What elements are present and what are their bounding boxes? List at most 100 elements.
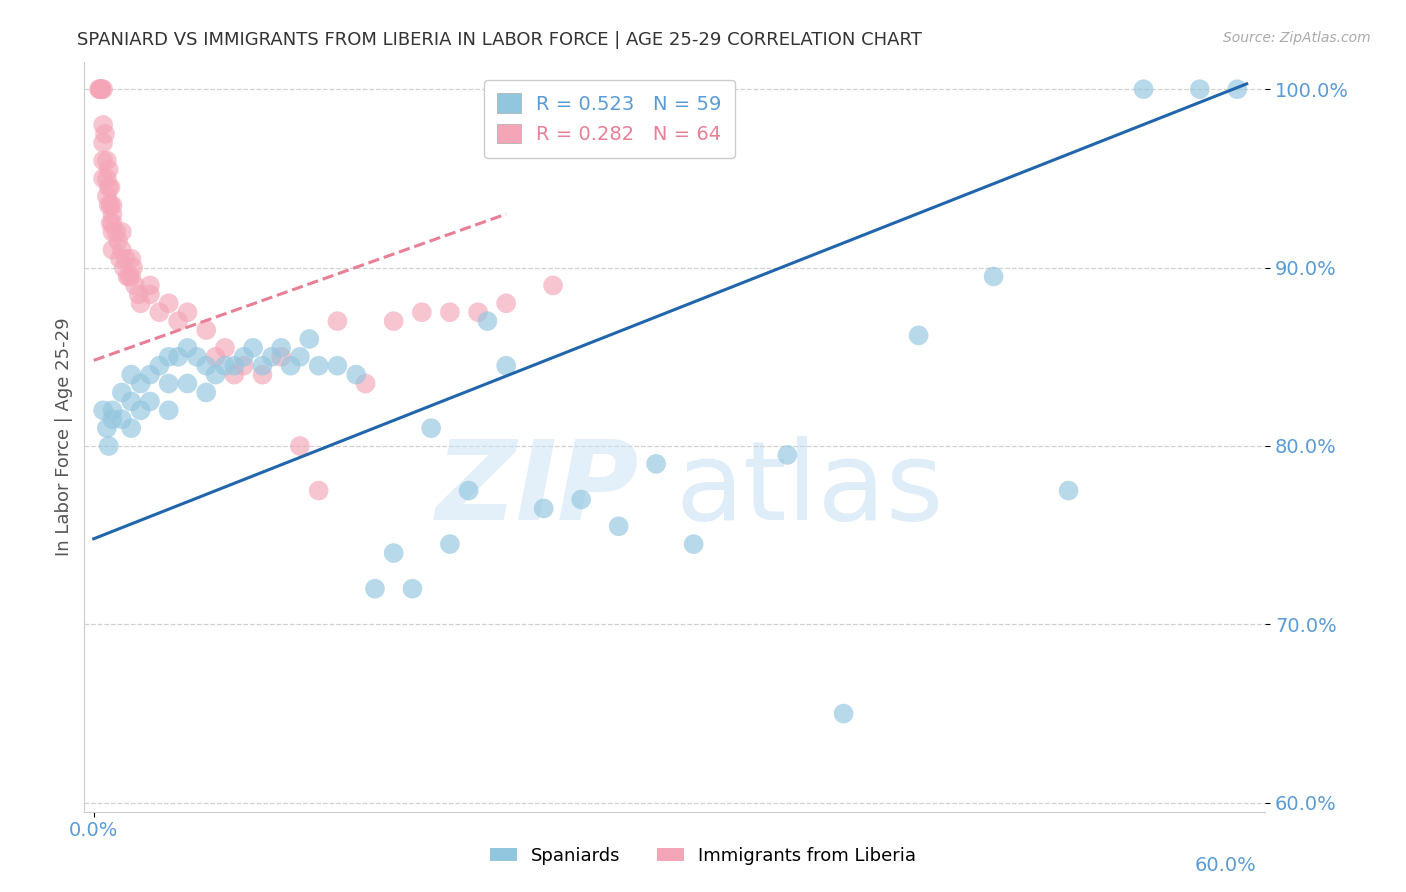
Legend: Spaniards, Immigrants from Liberia: Spaniards, Immigrants from Liberia bbox=[481, 838, 925, 874]
Point bbox=[120, 421, 142, 435]
Point bbox=[111, 225, 134, 239]
Point bbox=[204, 368, 226, 382]
Point bbox=[101, 243, 124, 257]
Legend: R = 0.523   N = 59, R = 0.282   N = 64: R = 0.523 N = 59, R = 0.282 N = 64 bbox=[484, 79, 735, 158]
Point bbox=[270, 350, 292, 364]
Point bbox=[101, 403, 124, 417]
Point bbox=[157, 376, 180, 391]
Point bbox=[280, 359, 302, 373]
Point bbox=[96, 153, 118, 168]
Point bbox=[139, 278, 162, 293]
Point bbox=[96, 171, 118, 186]
Point bbox=[120, 394, 142, 409]
Point bbox=[96, 189, 118, 203]
Point bbox=[541, 278, 564, 293]
Point bbox=[108, 252, 131, 266]
Text: SPANIARD VS IMMIGRANTS FROM LIBERIA IN LABOR FORCE | AGE 25-29 CORRELATION CHART: SPANIARD VS IMMIGRANTS FROM LIBERIA IN L… bbox=[77, 31, 922, 49]
Point bbox=[117, 269, 139, 284]
Point bbox=[91, 153, 114, 168]
Point bbox=[89, 82, 111, 96]
Point bbox=[118, 269, 141, 284]
Point bbox=[308, 483, 330, 498]
Point bbox=[101, 207, 124, 221]
Point bbox=[91, 136, 114, 150]
Point bbox=[101, 216, 124, 230]
Point bbox=[97, 162, 120, 177]
Point bbox=[122, 260, 145, 275]
Y-axis label: In Labor Force | Age 25-29: In Labor Force | Age 25-29 bbox=[55, 318, 73, 557]
Point bbox=[270, 341, 292, 355]
Point bbox=[97, 180, 120, 194]
Point bbox=[167, 350, 190, 364]
Point bbox=[252, 359, 274, 373]
Point bbox=[111, 385, 134, 400]
Point bbox=[1132, 82, 1154, 96]
Point bbox=[645, 457, 668, 471]
Point bbox=[242, 341, 264, 355]
Point bbox=[96, 421, 118, 435]
Point bbox=[1057, 483, 1080, 498]
Point bbox=[167, 314, 190, 328]
Point bbox=[91, 82, 114, 96]
Point bbox=[101, 198, 124, 212]
Point bbox=[533, 501, 555, 516]
Point bbox=[157, 296, 180, 310]
Text: ZIP: ZIP bbox=[436, 436, 640, 543]
Point bbox=[148, 305, 170, 319]
Point bbox=[111, 243, 134, 257]
Point bbox=[467, 305, 489, 319]
Point bbox=[129, 376, 152, 391]
Point bbox=[308, 359, 330, 373]
Point bbox=[90, 82, 112, 96]
Point bbox=[94, 127, 117, 141]
Point bbox=[100, 180, 122, 194]
Point bbox=[344, 368, 367, 382]
Point bbox=[120, 368, 142, 382]
Point bbox=[128, 287, 150, 301]
Point bbox=[364, 582, 387, 596]
Point bbox=[91, 171, 114, 186]
Point bbox=[224, 368, 246, 382]
Point bbox=[111, 412, 134, 426]
Point bbox=[326, 314, 349, 328]
Point bbox=[495, 296, 517, 310]
Point bbox=[139, 287, 162, 301]
Point bbox=[439, 305, 461, 319]
Point bbox=[129, 403, 152, 417]
Point bbox=[1188, 82, 1211, 96]
Point bbox=[204, 350, 226, 364]
Point bbox=[232, 359, 254, 373]
Point bbox=[382, 314, 405, 328]
Point bbox=[214, 341, 236, 355]
Point bbox=[195, 385, 218, 400]
Text: atlas: atlas bbox=[675, 436, 943, 543]
Point bbox=[129, 296, 152, 310]
Point bbox=[907, 328, 929, 343]
Point bbox=[120, 252, 142, 266]
Point bbox=[477, 314, 499, 328]
Point bbox=[91, 118, 114, 132]
Point bbox=[97, 439, 120, 453]
Point bbox=[401, 582, 423, 596]
Point bbox=[682, 537, 704, 551]
Point bbox=[495, 359, 517, 373]
Point bbox=[100, 216, 122, 230]
Point bbox=[457, 483, 479, 498]
Point bbox=[224, 359, 246, 373]
Point bbox=[157, 403, 180, 417]
Point bbox=[776, 448, 799, 462]
Point bbox=[100, 198, 122, 212]
Point bbox=[326, 359, 349, 373]
Point bbox=[157, 350, 180, 364]
Text: Source: ZipAtlas.com: Source: ZipAtlas.com bbox=[1223, 31, 1371, 45]
Point bbox=[260, 350, 283, 364]
Point bbox=[139, 368, 162, 382]
Point bbox=[195, 359, 218, 373]
Point bbox=[354, 376, 377, 391]
Point bbox=[124, 278, 146, 293]
Point bbox=[252, 368, 274, 382]
Point bbox=[176, 305, 198, 319]
Point bbox=[214, 359, 236, 373]
Point bbox=[105, 225, 128, 239]
Point bbox=[90, 82, 112, 96]
